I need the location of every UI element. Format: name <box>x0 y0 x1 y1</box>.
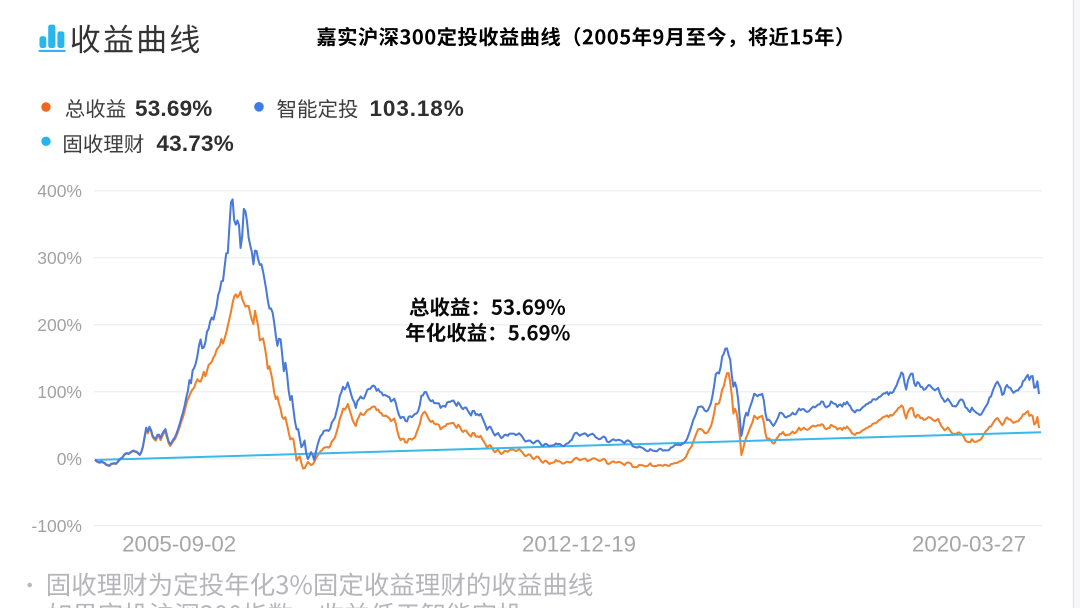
svg-text:103.18%: 103.18% <box>370 96 465 121</box>
svg-text:2020-03-27: 2020-03-27 <box>912 532 1026 557</box>
svg-text:-100%: -100% <box>31 516 82 536</box>
svg-text:100%: 100% <box>37 382 82 402</box>
svg-text:43.73%: 43.73% <box>156 131 234 156</box>
svg-text:400%: 400% <box>37 181 82 201</box>
svg-text:2005-09-02: 2005-09-02 <box>122 532 236 557</box>
svg-text:300%: 300% <box>37 248 82 268</box>
svg-text:2012-12-19: 2012-12-19 <box>522 532 636 557</box>
svg-text:0%: 0% <box>57 449 82 469</box>
svg-text:53.69%: 53.69% <box>135 96 213 121</box>
svg-text:200%: 200% <box>37 315 82 335</box>
